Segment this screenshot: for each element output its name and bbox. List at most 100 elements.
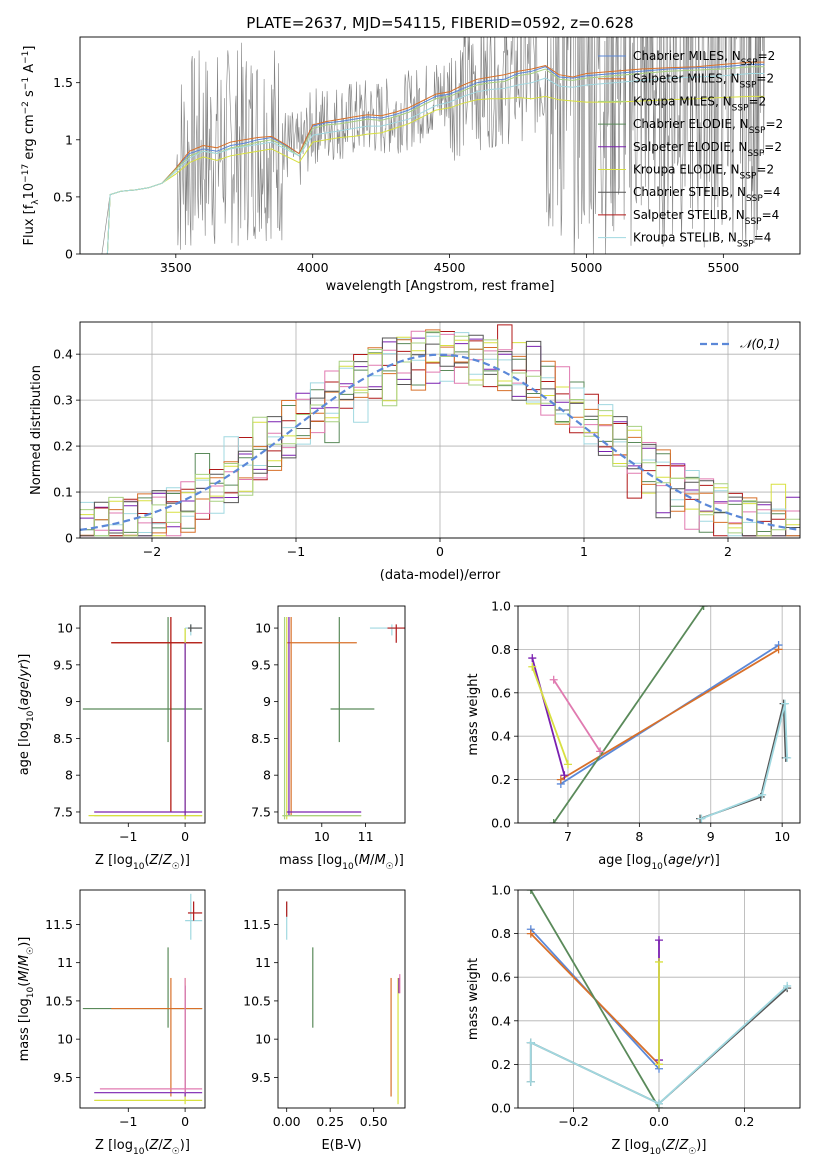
x-tick-label: −1 <box>119 1114 137 1129</box>
label-part: Z <box>678 1138 689 1153</box>
label-part: M <box>17 970 32 981</box>
x-tick-label: 0.0 <box>649 1114 669 1129</box>
weight-line <box>560 648 780 781</box>
label-part: =4 <box>762 208 780 222</box>
legend-entry: Kroupa ELODIE, NSSP=2 <box>633 163 774 182</box>
weight-marker <box>560 771 569 780</box>
histogram-step <box>80 331 800 537</box>
label-part: SSP <box>741 58 758 68</box>
label-part: M <box>374 853 385 868</box>
label-part: SSP <box>745 217 762 227</box>
weight-marker <box>655 1060 663 1069</box>
label-part: Z [log <box>95 853 133 868</box>
label-part: mass [log <box>17 998 32 1061</box>
y-tick-label: 9 <box>65 694 73 709</box>
y-tick-label: 0.2 <box>53 439 73 454</box>
x-tick-label: 4500 <box>434 260 466 275</box>
label-part: 10 <box>342 862 354 872</box>
weight-marker <box>549 675 558 684</box>
label-part: Z <box>149 853 160 868</box>
label-part: Salpeter ELODIE, N <box>633 140 747 154</box>
legend-entry: 𝒩(0,1) <box>740 337 780 351</box>
label-part: )] <box>180 1138 190 1153</box>
x-tick-label: −2 <box>143 544 161 559</box>
label-part: Z <box>149 1138 160 1153</box>
label-part: Z <box>162 853 173 868</box>
y-tick-label: 10.5 <box>45 993 73 1008</box>
label-part: )] <box>17 654 32 664</box>
x-tick-label: 0.2 <box>735 1114 755 1129</box>
mass_vs_EBV-axes: 0.00 0.25 0.50 9.5 10 10.5 11 11.5 <box>243 917 387 1129</box>
y-tick-label: 0.8 <box>491 642 511 657</box>
label-part: ☉ <box>386 862 394 872</box>
y-tick-label: 10.5 <box>243 993 271 1008</box>
y-tick-label: 0.4 <box>491 1013 511 1028</box>
weight_vs_Z-axes: −0.2 0.0 0.2 0.0 0.2 0.4 0.6 0.8 1.0 <box>491 883 800 1129</box>
label-part: )] <box>710 853 720 868</box>
weight_vs_age-axes: 7 8 9 10 0.0 0.2 0.4 0.6 0.8 1.0 <box>491 599 800 844</box>
model-spectrum-line <box>80 61 765 254</box>
spectrum-ylabel: Flux [fλ10−17 erg cm−2 s−1 A−1] <box>21 46 41 246</box>
weight-line <box>531 666 569 765</box>
label-part: =2 <box>756 72 774 86</box>
weight-line <box>552 606 705 823</box>
y-tick-label: 10 <box>255 621 271 636</box>
age_vs_mass-xlabel: mass [log10(M/M☉)] <box>279 853 404 872</box>
x-tick-label: 5500 <box>707 260 739 275</box>
spectrum-axes: 3500 4000 4500 5000 5500 0 0.5 1 1.5 <box>53 75 739 275</box>
y-tick-label: 9 <box>263 694 271 709</box>
label-part: =2 <box>758 49 776 63</box>
model-spectrum-line <box>80 73 765 254</box>
label-part: 10 <box>651 862 663 872</box>
x-tick-label: 0 <box>181 1114 189 1129</box>
y-tick-label: 0.6 <box>491 685 511 700</box>
age_vs_Z-xlabel: Z [log10(Z/Z☉)] <box>95 853 190 872</box>
label-part: / <box>17 965 32 970</box>
weight_vs_Z-ylabel: mass weight <box>466 958 481 1040</box>
x-tick-label: 10 <box>774 829 790 844</box>
legend-entry: Salpeter MILES, NSSP=2 <box>633 72 774 91</box>
x-tick-label: 0 <box>436 544 444 559</box>
label-part: ( <box>354 853 359 868</box>
label-part: age [log <box>598 853 651 868</box>
age_vs_Z-ylabel: age [log10(age/yr)] <box>17 654 36 776</box>
label-part: / <box>158 853 163 868</box>
label-part: SSP <box>747 149 764 159</box>
label-part: E(B-V) <box>321 1138 361 1153</box>
x-tick-label: −1 <box>119 829 137 844</box>
label-part: / <box>675 1138 680 1153</box>
y-tick-label: 1.5 <box>53 75 73 90</box>
spectrum-xlabel: wavelength [Angstrom, rest frame] <box>326 279 555 294</box>
weight-line <box>552 679 601 752</box>
y-tick-label: 0.5 <box>53 189 73 204</box>
label-part: −2 <box>21 101 31 114</box>
label-part: ( <box>663 853 668 868</box>
mass_vs_EBV-data <box>286 901 401 1105</box>
y-tick-label: 0.0 <box>491 816 511 831</box>
weight_vs_Z-frame <box>517 889 801 1109</box>
y-tick-label: 9.5 <box>251 1070 271 1085</box>
weight-marker <box>556 775 565 784</box>
y-tick-label: 0.2 <box>491 1057 511 1072</box>
legend-entry: Kroupa MILES, NSSP=2 <box>633 94 766 113</box>
x-tick-label: 7 <box>564 829 572 844</box>
y-tick-label: 9.5 <box>53 1070 73 1085</box>
weight_vs_Z-xlabel: Z [log10(Z/Z☉)] <box>612 1138 707 1157</box>
label-part: 10 <box>133 862 145 872</box>
label-part: Z <box>665 1138 676 1153</box>
label-part: 10 <box>26 986 36 998</box>
label-part: ( <box>144 853 149 868</box>
weight-marker <box>596 747 605 756</box>
age_vs_Z-data <box>82 617 203 820</box>
y-tick-label: 0.2 <box>491 772 511 787</box>
y-tick-label: 9.5 <box>251 657 271 672</box>
label-part: Salpeter STELIB, N <box>633 208 745 222</box>
x-tick-label: 4000 <box>297 260 329 275</box>
weight-line <box>531 657 566 776</box>
label-part: Chabrier MILES, N <box>633 49 741 63</box>
label-part: 10 <box>133 1147 145 1157</box>
label-part: ☉ <box>172 1147 180 1157</box>
y-tick-label: 7.5 <box>251 804 271 819</box>
y-tick-label: 0.0 <box>491 1101 511 1116</box>
